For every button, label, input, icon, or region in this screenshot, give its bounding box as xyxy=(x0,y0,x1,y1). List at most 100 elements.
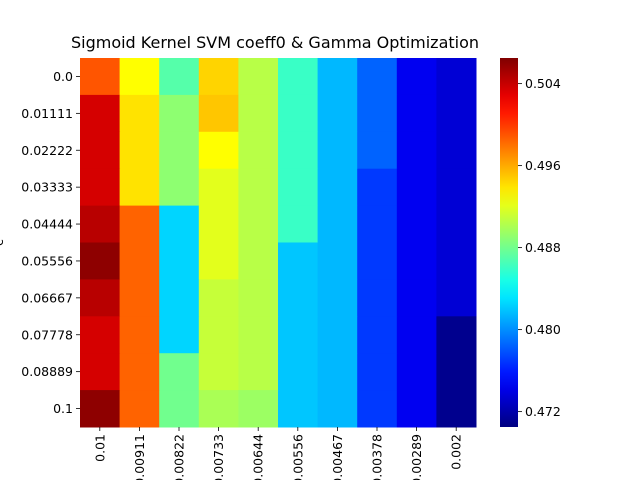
x-tick-label: 0.00733 xyxy=(211,434,226,480)
colorbar-gradient xyxy=(500,58,518,427)
heatmap-cell xyxy=(317,242,358,280)
heatmap-cell xyxy=(198,279,239,317)
heatmap-cell xyxy=(278,205,319,243)
heatmap-cell xyxy=(317,205,358,243)
heatmap-cell xyxy=(317,94,358,133)
heatmap-cell xyxy=(396,390,437,428)
y-tick-label: 0.02222 xyxy=(21,143,73,158)
heatmap-cell xyxy=(198,316,239,354)
heatmap-cell xyxy=(357,94,398,133)
colorbar: 0.472 0.480 0.488 0.496 0.504 xyxy=(500,58,561,427)
heatmap-cell xyxy=(159,168,200,207)
heatmap-cell xyxy=(396,94,437,133)
heatmap-cell xyxy=(357,58,398,96)
heatmap-cell xyxy=(119,205,160,243)
heatmap-cell xyxy=(159,316,200,354)
heatmap-cell xyxy=(238,353,279,391)
y-axis-ticks: 0.0 0.01111 0.02222 0.03333 0.04444 0.05556 0.… xyxy=(21,69,80,416)
colorbar-tick-label: 0.472 xyxy=(525,404,561,419)
heatmap-cell xyxy=(119,168,160,207)
heatmap-cell xyxy=(278,168,319,207)
heatmap-cell xyxy=(80,168,121,207)
heatmap-cell xyxy=(357,205,398,243)
heatmap-cell xyxy=(396,242,437,280)
heatmap-cell xyxy=(80,94,121,133)
heatmap-cell xyxy=(80,279,121,317)
heatmap-cell xyxy=(357,353,398,391)
y-axis-label: c xyxy=(0,239,6,246)
heatmap-cell xyxy=(396,205,437,243)
colorbar-tick-label: 0.480 xyxy=(525,322,561,337)
heatmap-cell xyxy=(159,131,200,170)
heatmap-cell xyxy=(119,316,160,354)
heatmap-cell xyxy=(278,94,319,133)
heatmap-cell xyxy=(238,94,279,133)
heatmap-cell xyxy=(159,242,200,280)
heatmap-cell xyxy=(159,279,200,317)
y-tick-label: 0.05556 xyxy=(21,253,73,268)
heatmap-cell xyxy=(119,242,160,280)
heatmap-cell xyxy=(198,131,239,170)
heatmap-cell xyxy=(80,242,121,280)
y-tick-label: 0.08889 xyxy=(21,364,73,379)
heatmap-cell xyxy=(80,205,121,243)
heatmap-cell xyxy=(238,205,279,243)
x-tick-label: 0.00644 xyxy=(251,434,266,480)
heatmap-cell xyxy=(119,58,160,96)
heatmap-cell xyxy=(436,131,477,170)
y-axis-label-group: c xyxy=(0,239,6,246)
y-tick-label: 0.04444 xyxy=(21,217,73,232)
heatmap-cell xyxy=(278,279,319,317)
x-axis-ticks: 0.01 0.00911 0.00822 0.00733 0.00644 0.00556 0… xyxy=(92,427,464,480)
heatmap-cell xyxy=(119,131,160,170)
heatmap-cell xyxy=(80,316,121,354)
heatmap-cell xyxy=(436,168,477,207)
x-tick-label: 0.01 xyxy=(92,434,107,462)
heatmap-cell xyxy=(317,131,358,170)
heatmap-cell xyxy=(198,353,239,391)
heatmap-cell xyxy=(396,316,437,354)
heatmap-cell xyxy=(436,242,477,280)
x-tick-label: 0.00289 xyxy=(409,434,424,480)
x-tick-label: 0.00822 xyxy=(172,434,187,480)
heatmap-cell xyxy=(278,316,319,354)
heatmap-cell xyxy=(436,279,477,317)
y-tick-label: 0.01111 xyxy=(21,106,73,121)
heatmap-cell xyxy=(238,168,279,207)
heatmap-cell xyxy=(396,58,437,96)
heatmap-cell xyxy=(198,94,239,133)
heatmap-cell xyxy=(159,58,200,96)
heatmap-cell xyxy=(159,353,200,391)
heatmap-cell xyxy=(357,242,398,280)
colorbar-tick-label: 0.496 xyxy=(525,158,561,173)
heatmap-cell xyxy=(278,390,319,428)
heatmap-cell xyxy=(80,131,121,170)
heatmap-cell xyxy=(436,353,477,391)
heatmap-cell xyxy=(159,94,200,133)
heatmap-cell xyxy=(317,353,358,391)
heatmap-cell xyxy=(119,353,160,391)
y-tick-label: 0.07778 xyxy=(21,327,73,342)
heatmap-cell xyxy=(357,131,398,170)
y-tick-label: 0.03333 xyxy=(21,180,73,195)
heatmap-cell xyxy=(317,390,358,428)
chart-title: Sigmoid Kernel SVM coeff0 & Gamma Optimi… xyxy=(70,33,480,52)
heatmap-cell xyxy=(436,94,477,133)
heatmap-cell xyxy=(436,58,477,96)
heatmap-cell xyxy=(198,168,239,207)
heatmap-cell xyxy=(436,390,477,428)
y-tick-label: 0.0 xyxy=(53,69,73,84)
heatmap-cell xyxy=(80,58,121,96)
heatmap-cell xyxy=(357,390,398,428)
colorbar-tick-label: 0.488 xyxy=(525,240,561,255)
heatmap-cell xyxy=(317,168,358,207)
colorbar-tick-label: 0.504 xyxy=(525,76,561,91)
heatmap-cell xyxy=(396,131,437,170)
heatmap-cell xyxy=(317,279,358,317)
heatmap-cell xyxy=(238,242,279,280)
heatmap-cell xyxy=(198,205,239,243)
heatmap-cell xyxy=(159,390,200,428)
heatmap-cell xyxy=(357,316,398,354)
